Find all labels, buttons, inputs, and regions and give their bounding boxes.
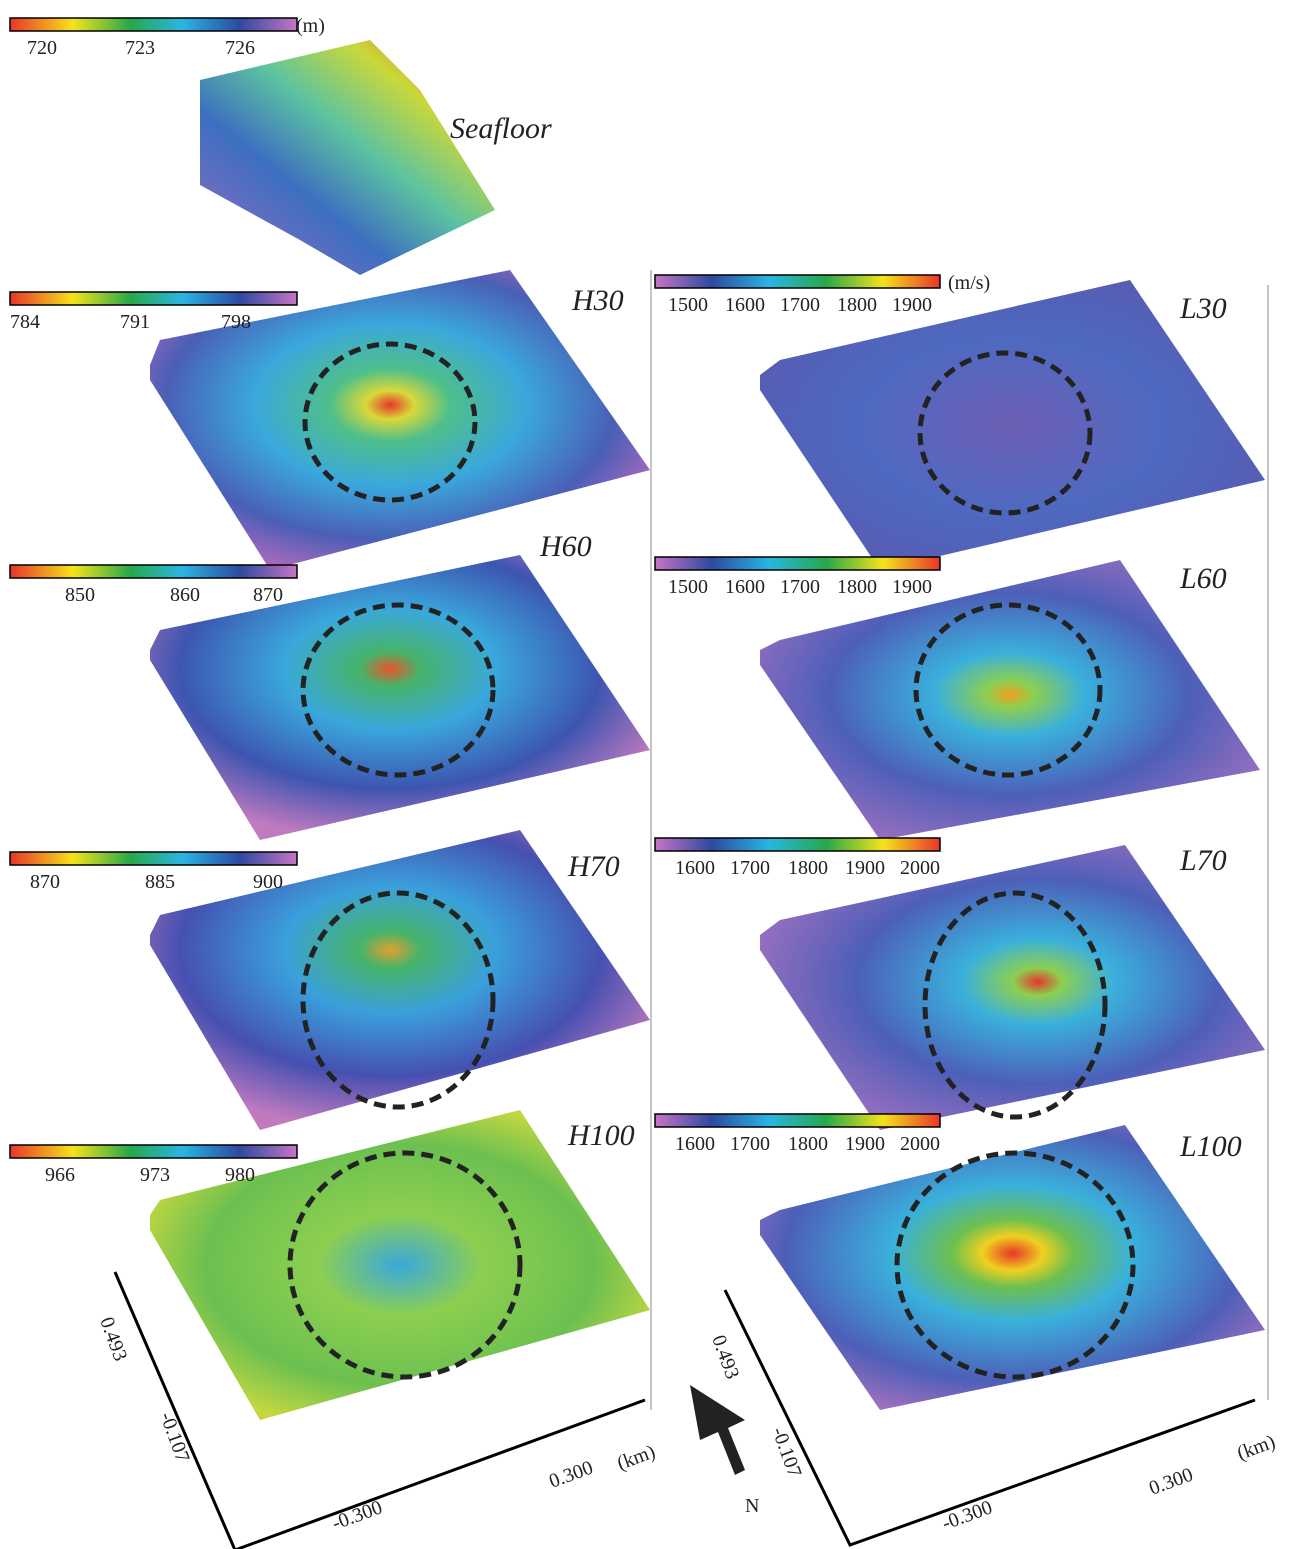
seafloor-map: [200, 40, 495, 275]
colorbar-tick-label: 870: [253, 584, 283, 606]
dashed-circle: [300, 890, 496, 1110]
dashed-circle: [894, 1150, 1136, 1380]
map-surface: [760, 560, 1260, 840]
map-surface: [150, 555, 650, 840]
colorbar-tick-label: 1600: [675, 857, 715, 879]
colorbar-tick-label: 900: [253, 871, 283, 893]
colorbar-tick-label: 1600: [675, 1133, 715, 1155]
north-label: N: [745, 1495, 759, 1517]
colorbar: [9, 17, 298, 32]
colorbar-tick-label: 860: [170, 584, 200, 606]
map-surface: [150, 1110, 650, 1420]
colorbar-tick-label: 850: [65, 584, 95, 606]
colorbar-tick-label: 1900: [845, 857, 885, 879]
colorbar-tick-label: 726: [225, 37, 255, 59]
colorbar-tick-label: 1900: [892, 576, 932, 598]
panel-label: L70: [1179, 844, 1227, 877]
colorbar-tick-label: 723: [125, 37, 155, 59]
colorbar-tick-label: 1600: [725, 576, 765, 598]
axis-box: [113, 1271, 646, 1549]
colorbar-tick-label: 720: [27, 37, 57, 59]
colorbar-tick-label: 980: [225, 1164, 255, 1186]
colorbar-tick-label: 1700: [780, 294, 820, 316]
panel-label: L30: [1179, 292, 1227, 325]
colorbar-unit: (m): [296, 15, 325, 37]
colorbar-tick-label: 1800: [837, 294, 877, 316]
colorbar: [9, 851, 298, 866]
axis-unit: (km): [614, 1441, 658, 1475]
axis-tick-label: 0.300: [1146, 1464, 1196, 1500]
dashed-circle: [287, 1150, 523, 1380]
north-arrow: [690, 1385, 745, 1475]
axis-tick-label: -0.107: [767, 1424, 805, 1480]
colorbar-tick-label: 1900: [845, 1133, 885, 1155]
colorbar: [9, 291, 298, 306]
panel-label: H60: [539, 530, 592, 563]
colorbar: [654, 837, 941, 852]
dashed-circle: [917, 350, 1093, 516]
axis-box: [723, 1289, 1256, 1547]
map-surface: [760, 845, 1265, 1130]
panel-label: L60: [1179, 562, 1227, 595]
colorbar-tick-label: 1500: [668, 576, 708, 598]
colorbar-tick-label: 2000: [900, 857, 940, 879]
colorbar-tick-label: 784: [10, 311, 40, 333]
colorbar-tick-label: 1700: [780, 576, 820, 598]
axis-tick-label: 0.493: [707, 1332, 743, 1382]
colorbar-tick-label: 1700: [730, 857, 770, 879]
dashed-circle: [922, 890, 1108, 1120]
colorbar-unit: (m/s): [948, 272, 990, 294]
dashed-circle: [300, 602, 496, 778]
colorbar-tick-label: 973: [140, 1164, 170, 1186]
map-surface: [150, 270, 650, 570]
axis-tick-label: 0.493: [95, 1314, 131, 1364]
colorbar-tick-label: 1700: [730, 1133, 770, 1155]
colorbar: [654, 556, 941, 571]
colorbar-tick-label: 1900: [892, 294, 932, 316]
colorbar-tick-label: 966: [45, 1164, 75, 1186]
colorbar: [9, 1144, 298, 1159]
map-surface: [150, 830, 650, 1130]
colorbar: [654, 274, 941, 289]
panel-label: Seafloor: [450, 112, 552, 145]
axis-unit: (km): [1234, 1431, 1278, 1465]
map-surface: [760, 280, 1265, 570]
colorbar: [654, 1113, 941, 1128]
dashed-circle: [302, 341, 478, 503]
panel-label: H70: [567, 850, 620, 883]
colorbar: [9, 564, 298, 579]
colorbar-tick-label: 791: [120, 311, 150, 333]
colorbar-tick-label: 1500: [668, 294, 708, 316]
colorbar-tick-label: 1800: [837, 576, 877, 598]
axis-tick-label: 0.300: [546, 1457, 596, 1493]
panel-label: H30: [571, 284, 624, 317]
axis-tick-label: -0.300: [329, 1496, 385, 1534]
colorbar-tick-label: 1800: [788, 857, 828, 879]
colorbar-tick-label: 2000: [900, 1133, 940, 1155]
colorbar-tick-label: 870: [30, 871, 60, 893]
dashed-circle: [913, 602, 1103, 778]
panel-label: L100: [1179, 1130, 1242, 1163]
colorbar-tick-label: 1600: [725, 294, 765, 316]
panel-label: H100: [567, 1119, 635, 1152]
colorbar-tick-label: 885: [145, 871, 175, 893]
colorbar-tick-label: 1800: [788, 1133, 828, 1155]
colorbar-tick-label: 798: [221, 311, 251, 333]
map-surface: [760, 1125, 1265, 1410]
